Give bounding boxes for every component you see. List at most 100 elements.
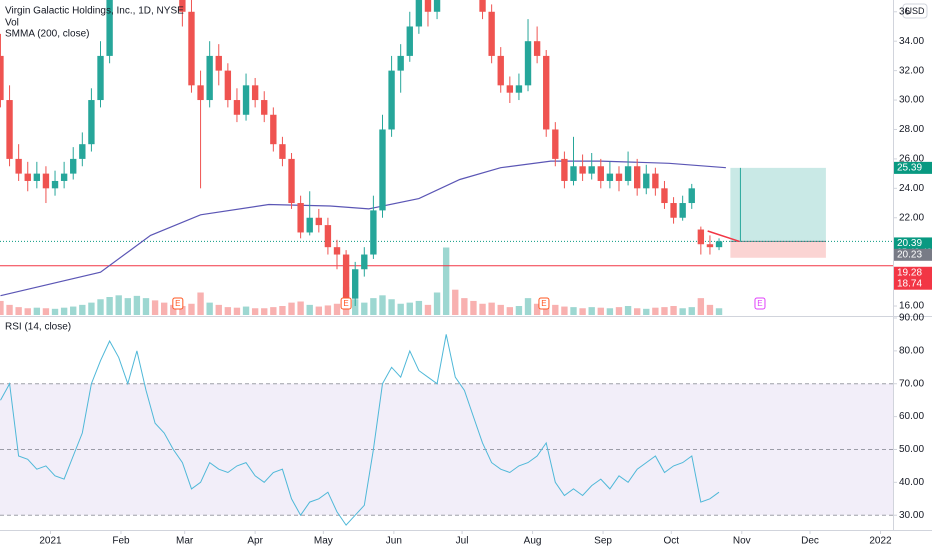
volume-bar — [215, 304, 222, 315]
smma-line — [0, 160, 726, 297]
volume-bar — [242, 306, 250, 315]
candle-body — [506, 85, 514, 93]
earnings-label: E — [343, 299, 348, 308]
y-tick-label: 60.00 — [899, 411, 924, 422]
candle-body — [652, 173, 659, 189]
volume-bar — [679, 308, 686, 315]
earnings-marker[interactable] — [172, 297, 184, 310]
x-tick-label: Mar — [176, 536, 194, 547]
volume-bar — [315, 306, 322, 315]
volume-bar — [306, 304, 313, 315]
candle-body — [33, 173, 41, 181]
volume-bar — [133, 295, 141, 315]
candle-body — [15, 158, 22, 174]
position-profit — [730, 167, 826, 242]
volume-bar — [652, 307, 659, 315]
candle-body — [588, 166, 595, 174]
volume-bar — [106, 297, 113, 315]
earnings-marker[interactable] — [754, 297, 766, 310]
currency-badge[interactable] — [902, 3, 928, 19]
volume-bar — [51, 308, 59, 315]
candle-body — [42, 173, 50, 189]
price-label-bg — [894, 266, 932, 279]
y-tick-label: 34.00 — [899, 36, 924, 47]
volume-bar — [261, 308, 268, 315]
y-tick-label: 30.00 — [899, 95, 924, 106]
candle-body — [6, 100, 13, 159]
volume-bar — [6, 304, 13, 315]
volume-bar — [33, 307, 41, 315]
candle-body — [297, 203, 304, 233]
candle-body — [270, 114, 277, 145]
volume-bar — [361, 302, 368, 315]
volume-bar — [79, 304, 86, 315]
candle-body — [415, 0, 423, 27]
volume-bar — [0, 300, 4, 315]
volume-bar — [624, 306, 632, 315]
earnings-marker[interactable] — [340, 297, 352, 310]
volume-bar — [688, 307, 695, 315]
volume-bar — [352, 299, 359, 315]
volume-bar — [179, 306, 186, 315]
volume-bar — [524, 298, 532, 315]
rsi-line — [0, 334, 720, 526]
trend-line — [707, 230, 740, 243]
candle-body — [679, 203, 686, 218]
candle-body — [324, 225, 332, 248]
volume-bar — [533, 303, 541, 315]
price-label-bg — [894, 161, 932, 174]
price-label: 20.23 — [897, 249, 922, 260]
y-tick-label: 16.00 — [899, 301, 924, 312]
volume-bar — [643, 308, 650, 315]
candle-body — [88, 100, 95, 145]
volume-bar — [279, 306, 286, 315]
candle-body — [388, 70, 395, 130]
volume-bar — [615, 307, 623, 315]
y-tick-label: 90.00 — [899, 313, 924, 324]
volume-bar — [442, 247, 450, 315]
volume-bar — [88, 302, 95, 315]
candle-body — [224, 70, 232, 101]
candle-body — [106, 0, 113, 56]
candle-body — [424, 0, 432, 12]
volume-bar — [506, 307, 514, 315]
candle-body — [261, 100, 268, 115]
x-tick-label: Sep — [594, 536, 612, 547]
volume-bar — [697, 298, 705, 315]
position-loss — [730, 241, 826, 258]
y-tick-label: 36 — [899, 6, 911, 17]
x-tick-label: 2021 — [39, 536, 62, 547]
x-tick-label: Dec — [801, 536, 819, 547]
x-tick-label: Nov — [733, 536, 751, 547]
candle-body — [633, 166, 641, 189]
y-tick-label: 26.00 — [899, 154, 924, 165]
candle-body — [306, 217, 313, 233]
candle-body — [197, 85, 204, 101]
volume-bar — [379, 295, 386, 315]
volume-bar — [588, 307, 595, 315]
volume-bar — [170, 304, 177, 315]
candle-body — [606, 173, 614, 181]
candle-body — [342, 254, 350, 299]
candle-body — [597, 166, 604, 181]
candle-body — [242, 85, 250, 115]
y-tick-label: 32.00 — [899, 65, 924, 76]
rsi-legend: RSI (14, close) — [5, 322, 71, 333]
volume-bar — [370, 298, 377, 315]
volume-bar — [497, 304, 504, 315]
axes — [0, 0, 932, 534]
y-tick-label: 30.00 — [899, 510, 924, 521]
earnings-marker[interactable] — [538, 297, 550, 310]
volume-bar — [479, 303, 486, 315]
volume-bar — [151, 300, 159, 315]
candle-body — [333, 247, 341, 255]
volume-bar — [60, 307, 68, 315]
candle-body — [406, 26, 413, 56]
volume-bar — [424, 304, 432, 315]
candle-body — [206, 55, 213, 101]
candle-body — [361, 254, 368, 270]
volume-bar — [597, 307, 604, 315]
volume-bar — [24, 308, 31, 315]
candle-body — [233, 100, 241, 115]
